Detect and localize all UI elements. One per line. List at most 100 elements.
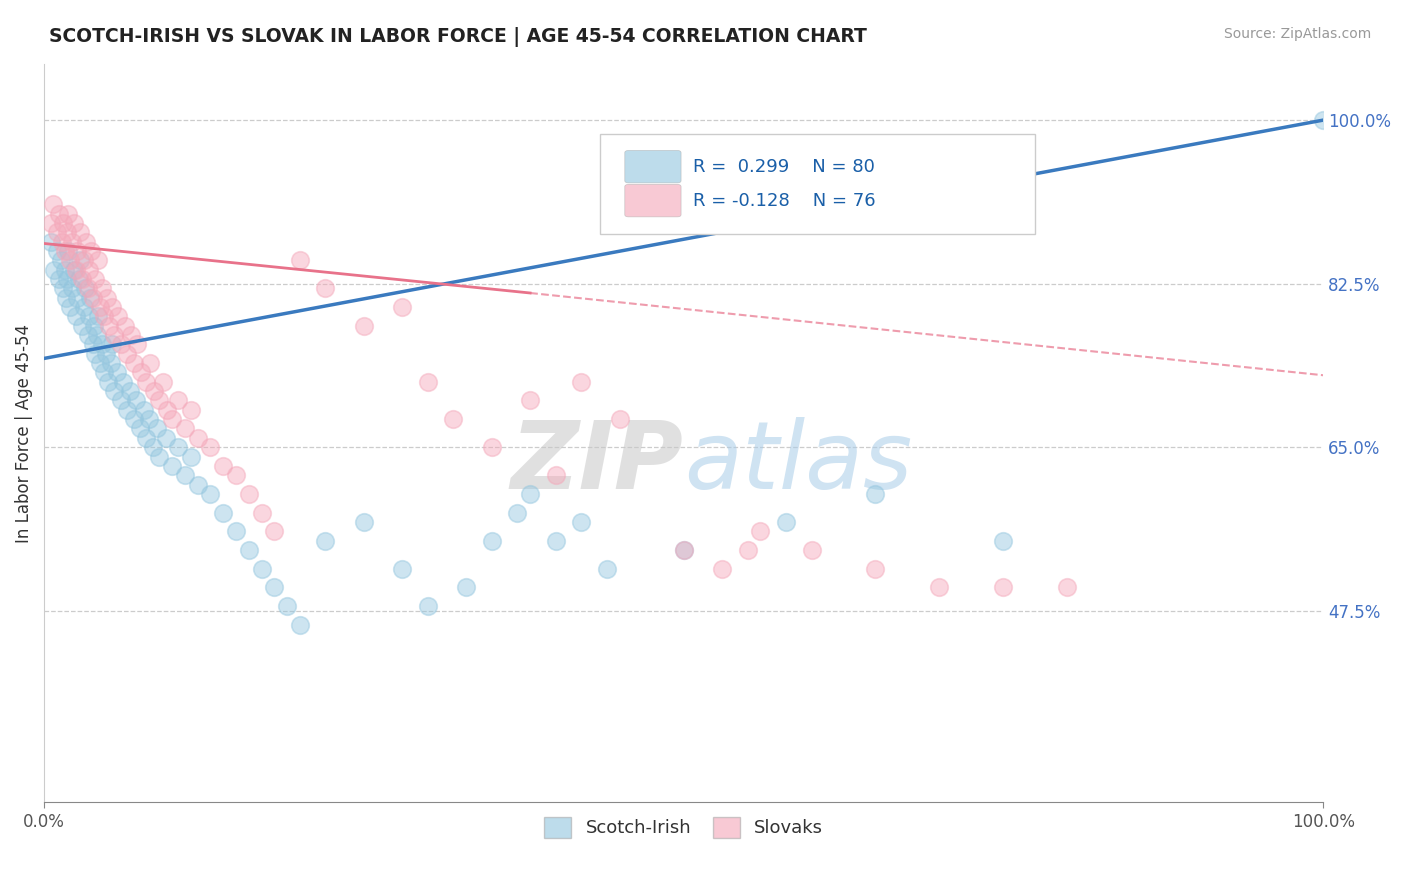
Point	[993, 533, 1015, 548]
Point	[101, 337, 124, 351]
Point	[212, 458, 235, 473]
Point	[1056, 580, 1078, 594]
Legend: Scotch-Irish, Slovaks: Scotch-Irish, Slovaks	[537, 810, 831, 845]
Point	[155, 431, 177, 445]
Point	[276, 599, 298, 613]
Point	[100, 356, 122, 370]
Point	[139, 356, 162, 370]
Point	[117, 347, 139, 361]
Point	[112, 375, 135, 389]
Point	[44, 262, 66, 277]
Point	[122, 412, 145, 426]
Point	[62, 216, 84, 230]
Point	[55, 291, 77, 305]
Point	[187, 431, 209, 445]
Text: Source: ZipAtlas.com: Source: ZipAtlas.com	[1223, 27, 1371, 41]
Point	[65, 262, 87, 277]
Point	[42, 197, 65, 211]
Text: ZIP: ZIP	[510, 417, 683, 508]
Point	[120, 328, 142, 343]
Point	[506, 506, 529, 520]
Point	[160, 458, 183, 473]
Point	[142, 440, 165, 454]
Point	[93, 310, 115, 324]
Point	[114, 318, 136, 333]
Point	[105, 366, 128, 380]
Point	[167, 393, 190, 408]
Point	[80, 244, 103, 258]
Point	[1312, 113, 1334, 128]
Point	[75, 235, 97, 249]
Point	[865, 487, 887, 501]
Point	[65, 310, 87, 324]
Point	[544, 533, 567, 548]
Point	[173, 421, 195, 435]
Point	[167, 440, 190, 454]
Point	[48, 206, 70, 220]
Point	[180, 450, 202, 464]
Point	[353, 318, 375, 333]
Point	[132, 402, 155, 417]
Point	[97, 375, 120, 389]
Point	[156, 402, 179, 417]
Point	[131, 366, 153, 380]
Point	[76, 281, 98, 295]
Point	[200, 487, 222, 501]
Point	[72, 272, 94, 286]
Point	[76, 328, 98, 343]
Point	[69, 225, 91, 239]
Point	[569, 515, 592, 529]
Point	[263, 580, 285, 594]
Point	[73, 281, 96, 295]
Point	[49, 253, 72, 268]
Point	[103, 384, 125, 398]
Point	[519, 393, 541, 408]
FancyBboxPatch shape	[600, 134, 1035, 234]
Point	[67, 272, 90, 286]
Point	[569, 375, 592, 389]
Point	[90, 337, 112, 351]
Text: R =  0.299    N = 80: R = 0.299 N = 80	[693, 158, 875, 176]
Point	[90, 281, 112, 295]
Point	[441, 412, 464, 426]
Point	[288, 253, 311, 268]
Point	[173, 468, 195, 483]
Text: SCOTCH-IRISH VS SLOVAK IN LABOR FORCE | AGE 45-54 CORRELATION CHART: SCOTCH-IRISH VS SLOVAK IN LABOR FORCE | …	[49, 27, 868, 46]
Point	[519, 487, 541, 501]
Point	[250, 506, 273, 520]
Point	[73, 253, 96, 268]
Point	[101, 300, 124, 314]
Point	[62, 262, 84, 277]
Point	[59, 300, 82, 314]
Point	[609, 412, 631, 426]
Point	[391, 300, 413, 314]
Point	[544, 468, 567, 483]
Point	[129, 421, 152, 435]
Point	[187, 477, 209, 491]
Point	[672, 543, 695, 558]
Point	[58, 244, 80, 258]
Point	[66, 291, 89, 305]
Point	[672, 543, 695, 558]
Point	[148, 450, 170, 464]
Point	[52, 216, 75, 230]
Point	[749, 524, 772, 539]
Point	[110, 393, 132, 408]
Point	[212, 506, 235, 520]
Point	[83, 318, 105, 333]
Point	[39, 216, 62, 230]
Point	[737, 543, 759, 558]
Point	[225, 468, 247, 483]
Point	[416, 375, 439, 389]
Text: atlas: atlas	[683, 417, 912, 508]
Point	[39, 235, 62, 249]
Point	[865, 562, 887, 576]
Point	[110, 337, 132, 351]
Point	[135, 431, 157, 445]
Point	[53, 262, 76, 277]
Point	[103, 328, 125, 343]
Point	[79, 291, 101, 305]
Point	[250, 562, 273, 576]
Point	[481, 440, 503, 454]
Point	[125, 393, 148, 408]
